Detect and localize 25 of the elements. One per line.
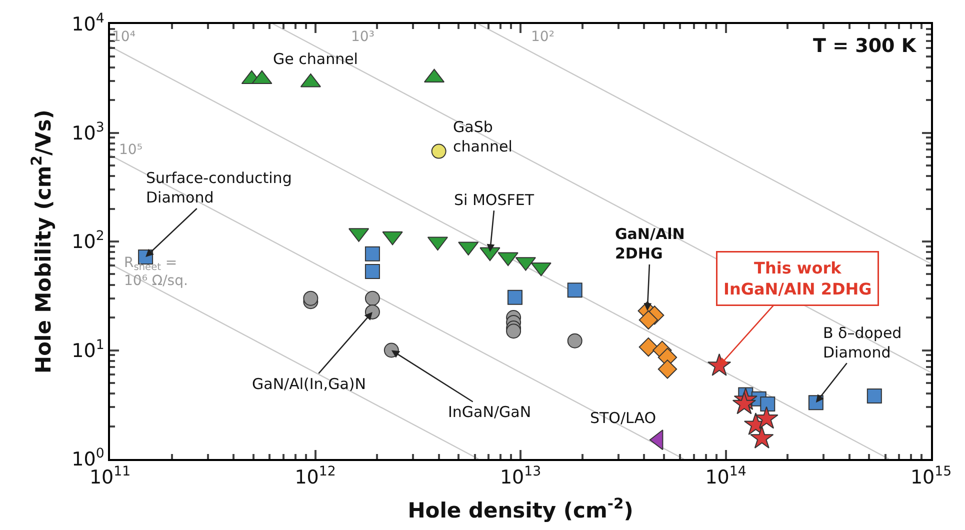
- annotation: 10⁵: [119, 142, 142, 158]
- y-tick-label: 10$^{3}$: [72, 120, 104, 144]
- annotation: STO/LAO: [590, 409, 656, 427]
- x-axis-title: Hole density (cm$^{-2}$): [408, 496, 634, 522]
- y-tick-label: 10$^{1}$: [72, 338, 104, 362]
- annotation: T = 300 K: [813, 35, 918, 57]
- x-tick-label: 10$^{12}$: [294, 464, 336, 489]
- annotation: 10²: [531, 29, 554, 45]
- x-tick-label: 10$^{14}$: [705, 464, 746, 489]
- annotation: B δ–doped Diamond: [823, 324, 902, 362]
- annotation: 10⁴: [112, 29, 136, 45]
- annotation: R$_{sheet}$ = 10⁶ Ω/sq.: [124, 255, 188, 290]
- annotation: This work InGaN/AlN 2DHG: [724, 258, 872, 298]
- x-tick-label: 10$^{15}$: [910, 464, 952, 489]
- y-tick-label: 10$^{2}$: [72, 229, 104, 254]
- annotation: Surface-conducting Diamond: [146, 169, 292, 206]
- annotation: GaN/Al(In,Ga)N: [252, 375, 366, 393]
- y-tick-label: 10$^{4}$: [72, 12, 104, 36]
- annotation: Ge channel: [273, 50, 358, 68]
- x-tick-label: 10$^{13}$: [500, 464, 542, 489]
- annotation: InGaN/GaN: [448, 403, 532, 421]
- annotation: Si MOSFET: [454, 191, 535, 209]
- annotation: 10³: [351, 29, 374, 45]
- annotation: GaN/AlN 2DHG: [615, 225, 685, 262]
- annotation: GaSb channel: [453, 118, 512, 156]
